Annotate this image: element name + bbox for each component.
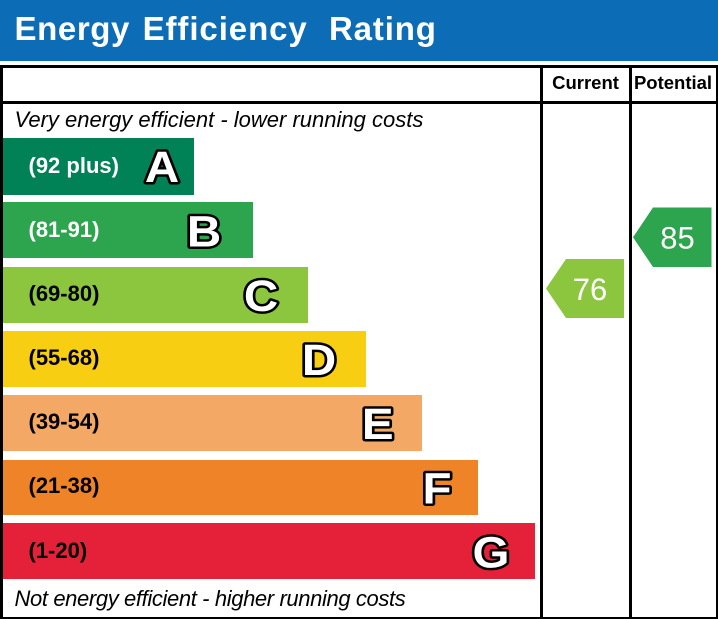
svg-text:85: 85 <box>660 221 694 256</box>
svg-text:76: 76 <box>573 272 607 307</box>
svg-text:D: D <box>302 336 336 385</box>
svg-text:C: C <box>244 272 278 321</box>
svg-text:F: F <box>422 464 451 513</box>
svg-text:G: G <box>473 528 510 577</box>
svg-text:B: B <box>187 207 221 256</box>
svg-text:E: E <box>362 400 394 449</box>
svg-text:A: A <box>145 143 179 192</box>
